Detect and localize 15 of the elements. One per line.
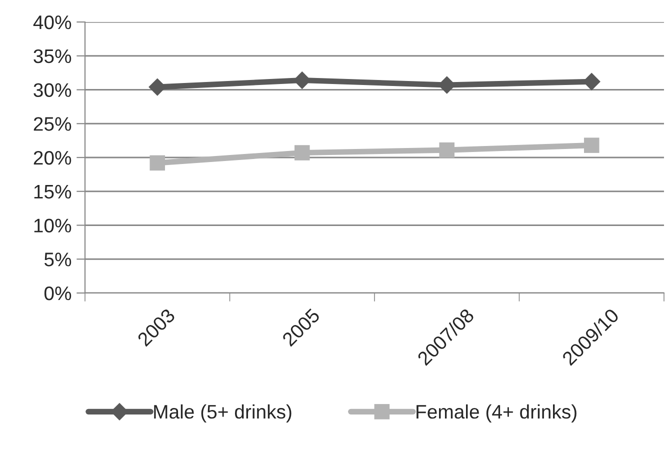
- y-tick-label: 25%: [34, 117, 72, 131]
- legend-label: Female (4+ drinks): [416, 404, 576, 423]
- y-tick-label: 15%: [34, 184, 72, 199]
- point: [150, 155, 166, 171]
- y-tick-label: 5%: [44, 252, 72, 266]
- y-tick-label: 0%: [44, 286, 72, 300]
- point: [294, 145, 310, 160]
- y-tick-label: 30%: [34, 83, 72, 97]
- point: [439, 142, 455, 158]
- point: [584, 138, 600, 153]
- y-tick-label: 35%: [34, 49, 72, 64]
- y-tick-label: 40%: [33, 15, 72, 30]
- y-tick-label: 10%: [34, 218, 72, 232]
- legend-label: Male (5+ drinks): [154, 404, 292, 423]
- y-tick-label: 20%: [34, 150, 72, 165]
